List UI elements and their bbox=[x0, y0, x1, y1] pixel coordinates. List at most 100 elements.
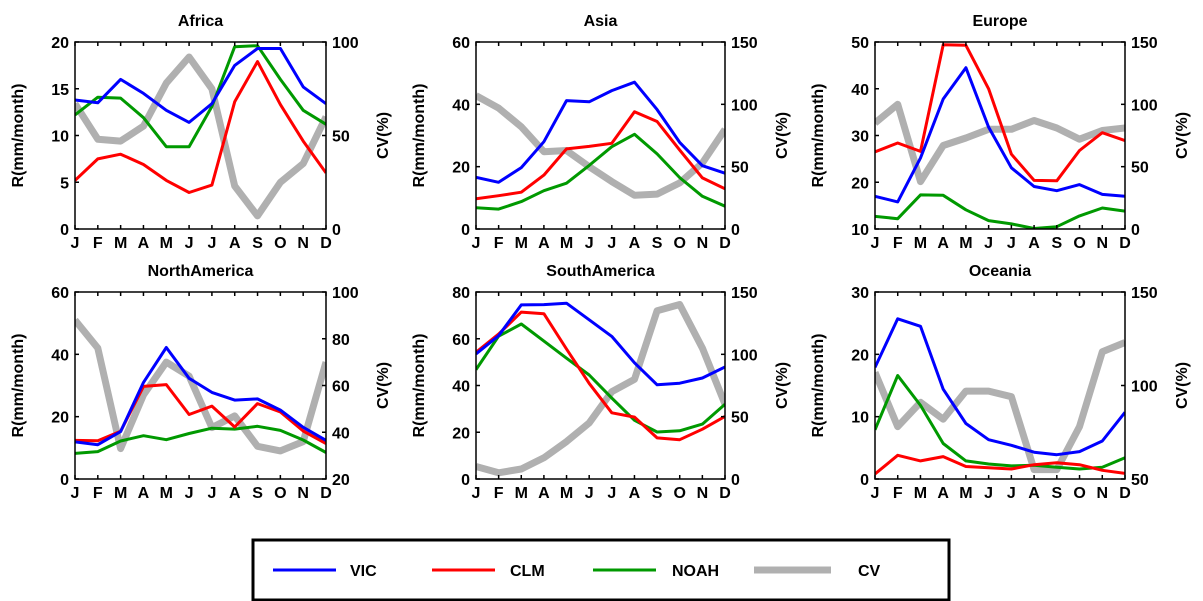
legend: VIC CLM NOAH CV bbox=[251, 538, 951, 601]
x-tick-label: A bbox=[1028, 235, 1040, 252]
x-tick-label: M bbox=[959, 235, 972, 252]
panel-oceania: J F M A M J J A S O N D010203050100150OceaniaR(mm/m… bbox=[810, 263, 1191, 502]
axes-frame bbox=[475, 41, 726, 230]
x-tick-label: J bbox=[984, 485, 993, 502]
legend-label-vic: VIC bbox=[350, 563, 377, 580]
y-axis-label: R(mm/month) bbox=[810, 334, 827, 438]
panel-asia: J F M A M J J A S O N D0204060050100150AsiaR(mm/mon… bbox=[411, 13, 791, 252]
x-tick-label: N bbox=[1096, 485, 1108, 502]
x-tick-label: N bbox=[697, 485, 709, 502]
y2-tick-label: 0 bbox=[332, 222, 341, 239]
series-line-noah bbox=[875, 193, 1125, 229]
x-tick-label: J bbox=[607, 235, 616, 252]
x-tick-label: A bbox=[1028, 485, 1040, 502]
y-tick-label: 20 bbox=[851, 175, 869, 192]
y2-tick-label: 150 bbox=[731, 285, 758, 302]
subplot-title: Oceania bbox=[969, 263, 1031, 280]
series-line-vic bbox=[476, 301, 725, 387]
y-axis-label: R(mm/month) bbox=[10, 84, 27, 188]
panel-southamerica: J F M A M J J A S O N D020406080050100150SouthAmeri… bbox=[411, 263, 791, 502]
series-group bbox=[75, 44, 326, 220]
y-tick-label: 0 bbox=[461, 222, 470, 239]
x-tick-label: A bbox=[229, 485, 241, 502]
series-line-clm bbox=[476, 110, 725, 201]
series-line-vic bbox=[875, 317, 1125, 457]
x-tick-label: J bbox=[585, 485, 594, 502]
subplot-title: NorthAmerica bbox=[148, 263, 254, 280]
x-tick-label: M bbox=[160, 235, 173, 252]
series-group bbox=[875, 43, 1125, 229]
y-tick-label: 0 bbox=[860, 472, 869, 489]
panel-africa: J F M A M J J A S O N D05101520050100AfricaR(mm/mon… bbox=[10, 13, 392, 252]
y2-axis-label: CV(%) bbox=[774, 362, 791, 409]
x-tick-label: F bbox=[893, 235, 903, 252]
series-line-noah bbox=[75, 44, 326, 149]
series-group bbox=[875, 317, 1125, 476]
x-tick-label: D bbox=[1119, 485, 1131, 502]
legend-label-clm: CLM bbox=[510, 563, 545, 580]
y2-tick-label: 150 bbox=[1131, 35, 1158, 52]
x-tick-label: N bbox=[1096, 235, 1108, 252]
series-line-cv bbox=[875, 100, 1125, 186]
y2-tick-label: 50 bbox=[332, 129, 350, 146]
x-tick-label: A bbox=[138, 235, 150, 252]
y2-axis-label: CV(%) bbox=[375, 362, 392, 409]
y-tick-label: 40 bbox=[851, 82, 869, 99]
y-tick-label: 30 bbox=[851, 285, 869, 302]
x-tick-label: O bbox=[674, 485, 686, 502]
y-tick-label: 0 bbox=[60, 472, 69, 489]
y-tick-label: 50 bbox=[851, 35, 869, 52]
x-tick-label: J bbox=[1007, 235, 1016, 252]
axes-frame bbox=[874, 291, 1126, 480]
x-tick-label: A bbox=[629, 485, 641, 502]
x-tick-label: M bbox=[914, 235, 927, 252]
x-tick-label: N bbox=[697, 235, 709, 252]
x-tick-label: J bbox=[207, 235, 216, 252]
x-tick-label: J bbox=[871, 235, 880, 252]
y2-tick-label: 100 bbox=[731, 97, 758, 114]
x-tick-label: S bbox=[1051, 235, 1062, 252]
x-tick-label: A bbox=[538, 235, 550, 252]
x-tick-label: M bbox=[114, 235, 127, 252]
y2-tick-label: 80 bbox=[332, 332, 350, 349]
series-line-noah bbox=[875, 374, 1125, 471]
x-tick-label: A bbox=[229, 235, 241, 252]
y2-axis-label: CV(%) bbox=[375, 112, 392, 159]
x-tick-label: M bbox=[560, 235, 573, 252]
x-tick-label: M bbox=[114, 485, 127, 502]
legend-items: VIC CLM NOAH CV bbox=[273, 563, 881, 580]
y-axis-label: R(mm/month) bbox=[810, 84, 827, 188]
x-tick-label: J bbox=[207, 485, 216, 502]
x-tick-label: M bbox=[515, 235, 528, 252]
y-tick-label: 10 bbox=[851, 222, 869, 239]
series-group bbox=[476, 301, 725, 477]
y2-tick-label: 50 bbox=[731, 410, 749, 427]
y2-tick-label: 50 bbox=[731, 160, 749, 177]
panel-northamerica: J F M A M J J A S O N D020406020406080100NorthAmeri… bbox=[10, 263, 392, 502]
series-line-clm bbox=[875, 453, 1125, 476]
y-tick-label: 20 bbox=[851, 347, 869, 364]
y-tick-label: 40 bbox=[452, 97, 470, 114]
x-tick-label: S bbox=[252, 485, 263, 502]
y-tick-label: 30 bbox=[851, 129, 869, 146]
series-group bbox=[75, 317, 326, 455]
y-tick-label: 5 bbox=[60, 175, 69, 192]
series-line-noah bbox=[476, 322, 725, 434]
x-tick-label: N bbox=[297, 485, 309, 502]
y2-axis-label: CV(%) bbox=[1174, 112, 1191, 159]
series-line-clm bbox=[875, 43, 1125, 183]
x-tick-label: J bbox=[185, 235, 194, 252]
x-tick-label: D bbox=[719, 235, 731, 252]
x-tick-label: M bbox=[914, 485, 927, 502]
panel-europe: J F M A M J J A S O N D1020304050050100150EuropeR(m… bbox=[810, 13, 1191, 252]
x-tick-label: A bbox=[629, 235, 641, 252]
series-group bbox=[476, 80, 725, 211]
x-tick-label: M bbox=[160, 485, 173, 502]
subplot-title: Africa bbox=[178, 13, 223, 30]
y2-tick-label: 0 bbox=[1131, 222, 1140, 239]
y-axis-label: R(mm/month) bbox=[10, 334, 27, 438]
series-line-vic bbox=[75, 346, 326, 447]
y-tick-label: 60 bbox=[51, 285, 69, 302]
y-tick-label: 20 bbox=[452, 160, 470, 177]
x-tick-label: O bbox=[274, 235, 286, 252]
